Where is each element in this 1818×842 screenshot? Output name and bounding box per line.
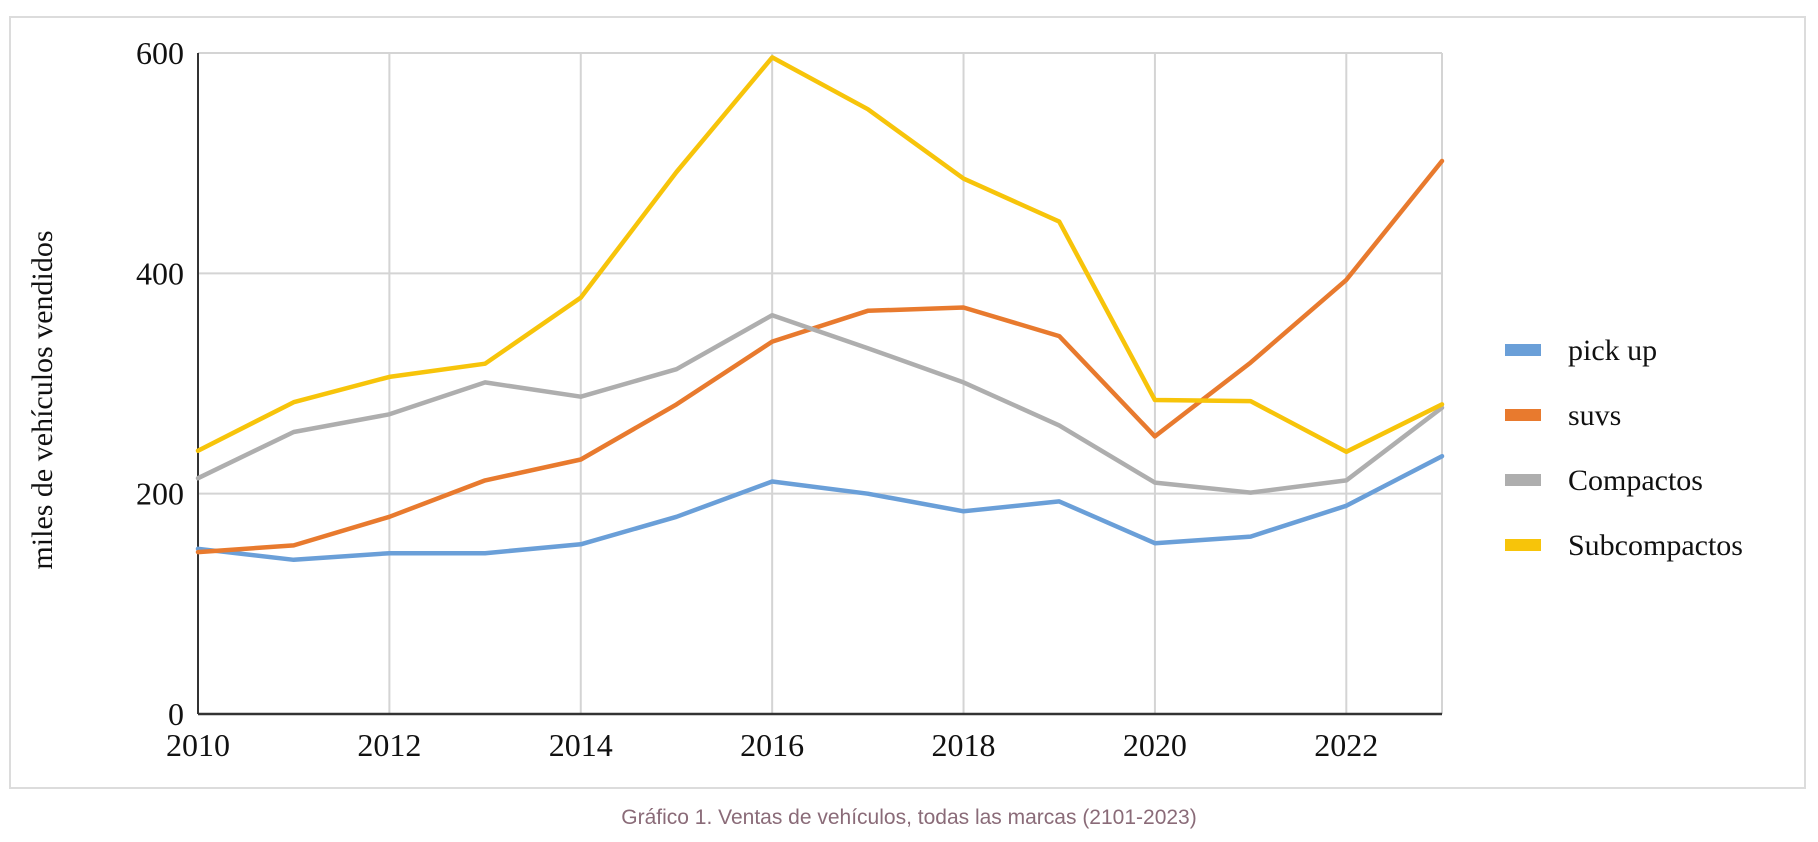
x-tick-label: 2020 [1123, 727, 1187, 763]
y-tick-label: 200 [136, 476, 184, 512]
y-tick-label: 0 [168, 696, 184, 732]
y-tick-labels: 0 200 400 600 [136, 35, 184, 732]
legend-swatch [1505, 474, 1541, 486]
x-tick-label: 2018 [932, 727, 996, 763]
legend: pick up suvs Compactos Subcompactos [1505, 334, 1743, 562]
series-lines [195, 55, 1445, 563]
axes [197, 53, 1442, 716]
legend-label: suvs [1568, 399, 1621, 432]
x-tick-label: 2016 [740, 727, 804, 763]
x-tick-label: 2022 [1314, 727, 1378, 763]
x-tick-label: 2012 [357, 727, 421, 763]
x-tick-labels: 2010 2012 2014 2016 2018 2020 2022 [166, 727, 1378, 763]
y-tick-label: 600 [136, 35, 184, 71]
legend-swatch [1505, 344, 1541, 356]
x-tick-label: 2010 [166, 727, 230, 763]
series-line-pick-up [195, 453, 1445, 563]
legend-label: Subcompactos [1568, 529, 1743, 562]
legend-swatch [1505, 409, 1541, 421]
grid-lines [197, 52, 1443, 714]
series-line-compactos [195, 312, 1445, 495]
series-line-suvs [195, 158, 1445, 555]
legend-label: pick up [1568, 334, 1657, 367]
y-tick-label: 400 [136, 255, 184, 291]
y-axis-label: miles de vehículos vendidos [26, 230, 59, 569]
line-chart: 2010 2012 2014 2016 2018 2020 2022 0200400600 … [26, 35, 1743, 763]
legend-label: Compactos [1568, 464, 1703, 497]
series-line-subcompactos [195, 55, 1445, 455]
figure-caption: Gráfico 1. Ventas de vehículos, todas la… [621, 806, 1197, 829]
legend-swatch [1505, 539, 1541, 551]
chart-frame [9, 16, 1806, 789]
x-tick-label: 2014 [549, 727, 613, 763]
